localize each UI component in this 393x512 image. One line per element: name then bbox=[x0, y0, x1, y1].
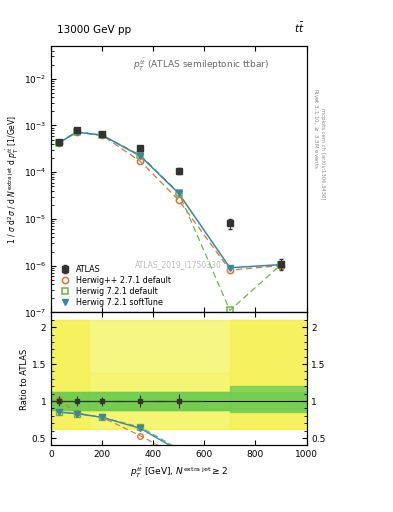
Herwig 7.2.1 default bbox=[176, 190, 181, 196]
Text: Rivet 3.1.10, $\geq$ 3.3M events: Rivet 3.1.10, $\geq$ 3.3M events bbox=[312, 88, 320, 168]
Herwig++ 2.7.1 default bbox=[279, 263, 283, 269]
Text: $t\bar{t}$: $t\bar{t}$ bbox=[294, 21, 305, 35]
Herwig 7.2.1 default bbox=[138, 152, 143, 158]
Herwig 7.2.1 softTune bbox=[279, 262, 283, 268]
Herwig++ 2.7.1 default bbox=[138, 158, 143, 164]
Herwig 7.2.1 default bbox=[279, 262, 283, 268]
Bar bbox=[230, 319, 307, 386]
Text: $p_T^{t\bar{t}}$ (ATLAS semileptonic ttbar): $p_T^{t\bar{t}}$ (ATLAS semileptonic ttb… bbox=[133, 57, 269, 73]
Herwig++ 2.7.1 default bbox=[176, 197, 181, 203]
Text: mcplots.cern.ch [arXiv:1306.3436]: mcplots.cern.ch [arXiv:1306.3436] bbox=[320, 108, 325, 199]
Bar bbox=[51, 319, 307, 429]
Herwig 7.2.1 softTune bbox=[57, 140, 61, 146]
Herwig 7.2.1 softTune bbox=[228, 265, 232, 271]
Bar bbox=[90, 373, 230, 392]
Bar bbox=[90, 392, 230, 410]
Herwig++ 2.7.1 default bbox=[100, 133, 105, 139]
Herwig 7.2.1 softTune bbox=[100, 132, 105, 138]
Herwig 7.2.1 default bbox=[74, 129, 79, 135]
Y-axis label: Ratio to ATLAS: Ratio to ATLAS bbox=[20, 348, 29, 410]
Line: Herwig 7.2.1 default: Herwig 7.2.1 default bbox=[56, 129, 284, 313]
Herwig++ 2.7.1 default bbox=[228, 267, 232, 273]
Line: Herwig++ 2.7.1 default: Herwig++ 2.7.1 default bbox=[56, 129, 284, 273]
Herwig 7.2.1 default bbox=[100, 132, 105, 138]
Bar bbox=[51, 392, 90, 410]
Legend: ATLAS, Herwig++ 2.7.1 default, Herwig 7.2.1 default, Herwig 7.2.1 softTune: ATLAS, Herwig++ 2.7.1 default, Herwig 7.… bbox=[55, 263, 173, 308]
Line: Herwig 7.2.1 softTune: Herwig 7.2.1 softTune bbox=[56, 129, 284, 271]
Text: 13000 GeV pp: 13000 GeV pp bbox=[57, 25, 131, 35]
Bar bbox=[230, 386, 307, 412]
Herwig 7.2.1 softTune bbox=[176, 190, 181, 197]
Herwig++ 2.7.1 default bbox=[74, 129, 79, 135]
Herwig 7.2.1 softTune bbox=[138, 153, 143, 159]
Bar bbox=[90, 410, 230, 429]
Bar bbox=[51, 392, 307, 410]
Bar bbox=[51, 319, 90, 429]
Y-axis label: 1 / $\sigma$ d$^2$$\sigma$ / d $N^{\mathrm{extra\ jet}}$ d $p_T^{t\bar{t}}$ [1/G: 1 / $\sigma$ d$^2$$\sigma$ / d $N^{\math… bbox=[5, 115, 21, 244]
X-axis label: $p_T^{t\bar{t}}$ [GeV], $N^{\mathrm{extra\ jet}} \geq 2$: $p_T^{t\bar{t}}$ [GeV], $N^{\mathrm{extr… bbox=[130, 463, 228, 480]
Herwig 7.2.1 default bbox=[228, 307, 232, 313]
Herwig++ 2.7.1 default bbox=[57, 139, 61, 145]
Herwig 7.2.1 default bbox=[57, 140, 61, 146]
Text: ATLAS_2019_I1750330: ATLAS_2019_I1750330 bbox=[135, 260, 222, 269]
Herwig 7.2.1 softTune bbox=[74, 129, 79, 135]
Bar bbox=[230, 412, 307, 429]
